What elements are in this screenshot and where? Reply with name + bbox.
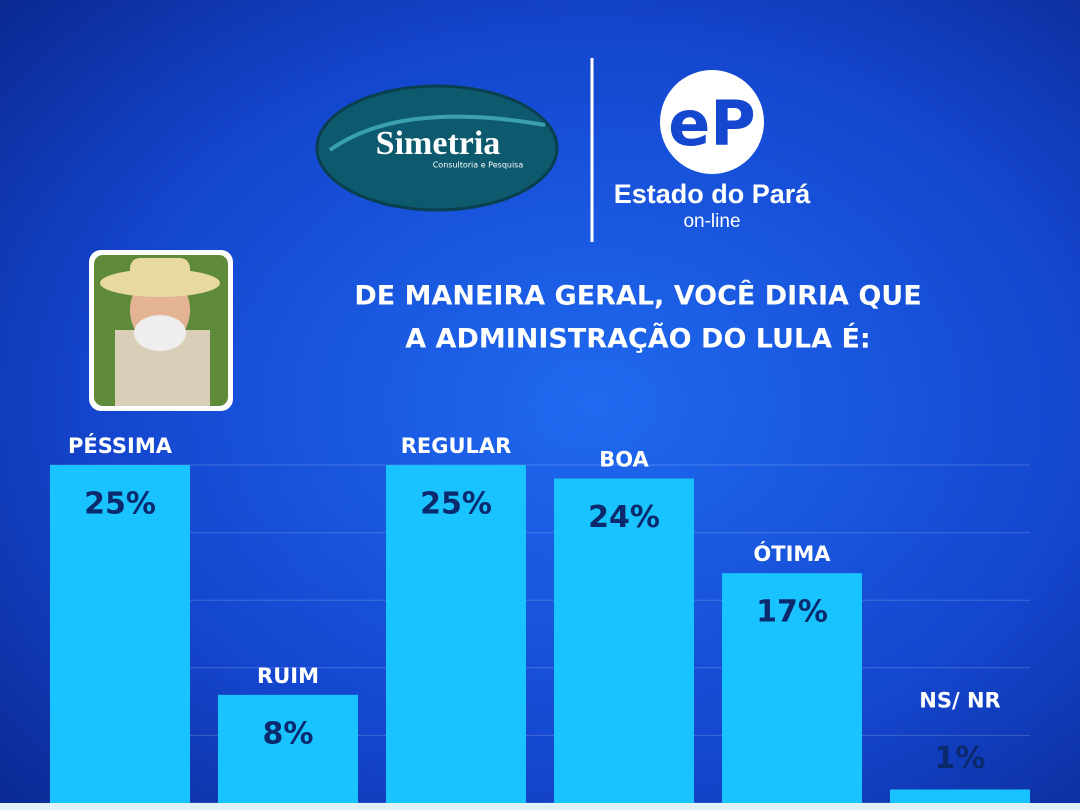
svg-text:eP: eP — [668, 87, 756, 160]
value-label: 24% — [588, 500, 660, 535]
category-label: REGULAR — [401, 434, 512, 458]
value-label: 17% — [756, 595, 828, 630]
value-label: 25% — [84, 487, 156, 522]
category-label: ÓTIMA — [753, 541, 831, 566]
estado-name: Estado do Pará — [614, 179, 812, 209]
bar — [554, 478, 694, 803]
simetria-sub: Consultoria e Pesquisa — [433, 161, 524, 170]
category-label: BOA — [599, 448, 649, 472]
bar — [50, 465, 190, 803]
chart-title: A ADMINISTRAÇÃO DO LULA É: — [405, 323, 870, 355]
estado-logo: eP Estado do Pará on-line — [614, 70, 812, 232]
category-label: PÉSSIMA — [68, 433, 173, 458]
chart-title: DE MANEIRA GERAL, VOCÊ DIRIA QUE — [354, 280, 921, 312]
floor — [0, 803, 1080, 810]
photo — [89, 250, 233, 411]
bar — [890, 789, 1030, 803]
value-label: 8% — [263, 716, 314, 751]
simetria-name: Simetria — [376, 125, 501, 162]
estado-sub: on-line — [683, 211, 740, 232]
category-label: NS/ NR — [919, 688, 1000, 712]
bar — [386, 465, 526, 803]
category-label: RUIM — [257, 664, 319, 688]
bar — [722, 573, 862, 803]
value-label: 1% — [935, 741, 986, 776]
bar — [218, 694, 358, 803]
simetria-logo: Simetria Consultoria e Pesquisa — [315, 84, 559, 212]
value-label: 25% — [420, 487, 492, 522]
